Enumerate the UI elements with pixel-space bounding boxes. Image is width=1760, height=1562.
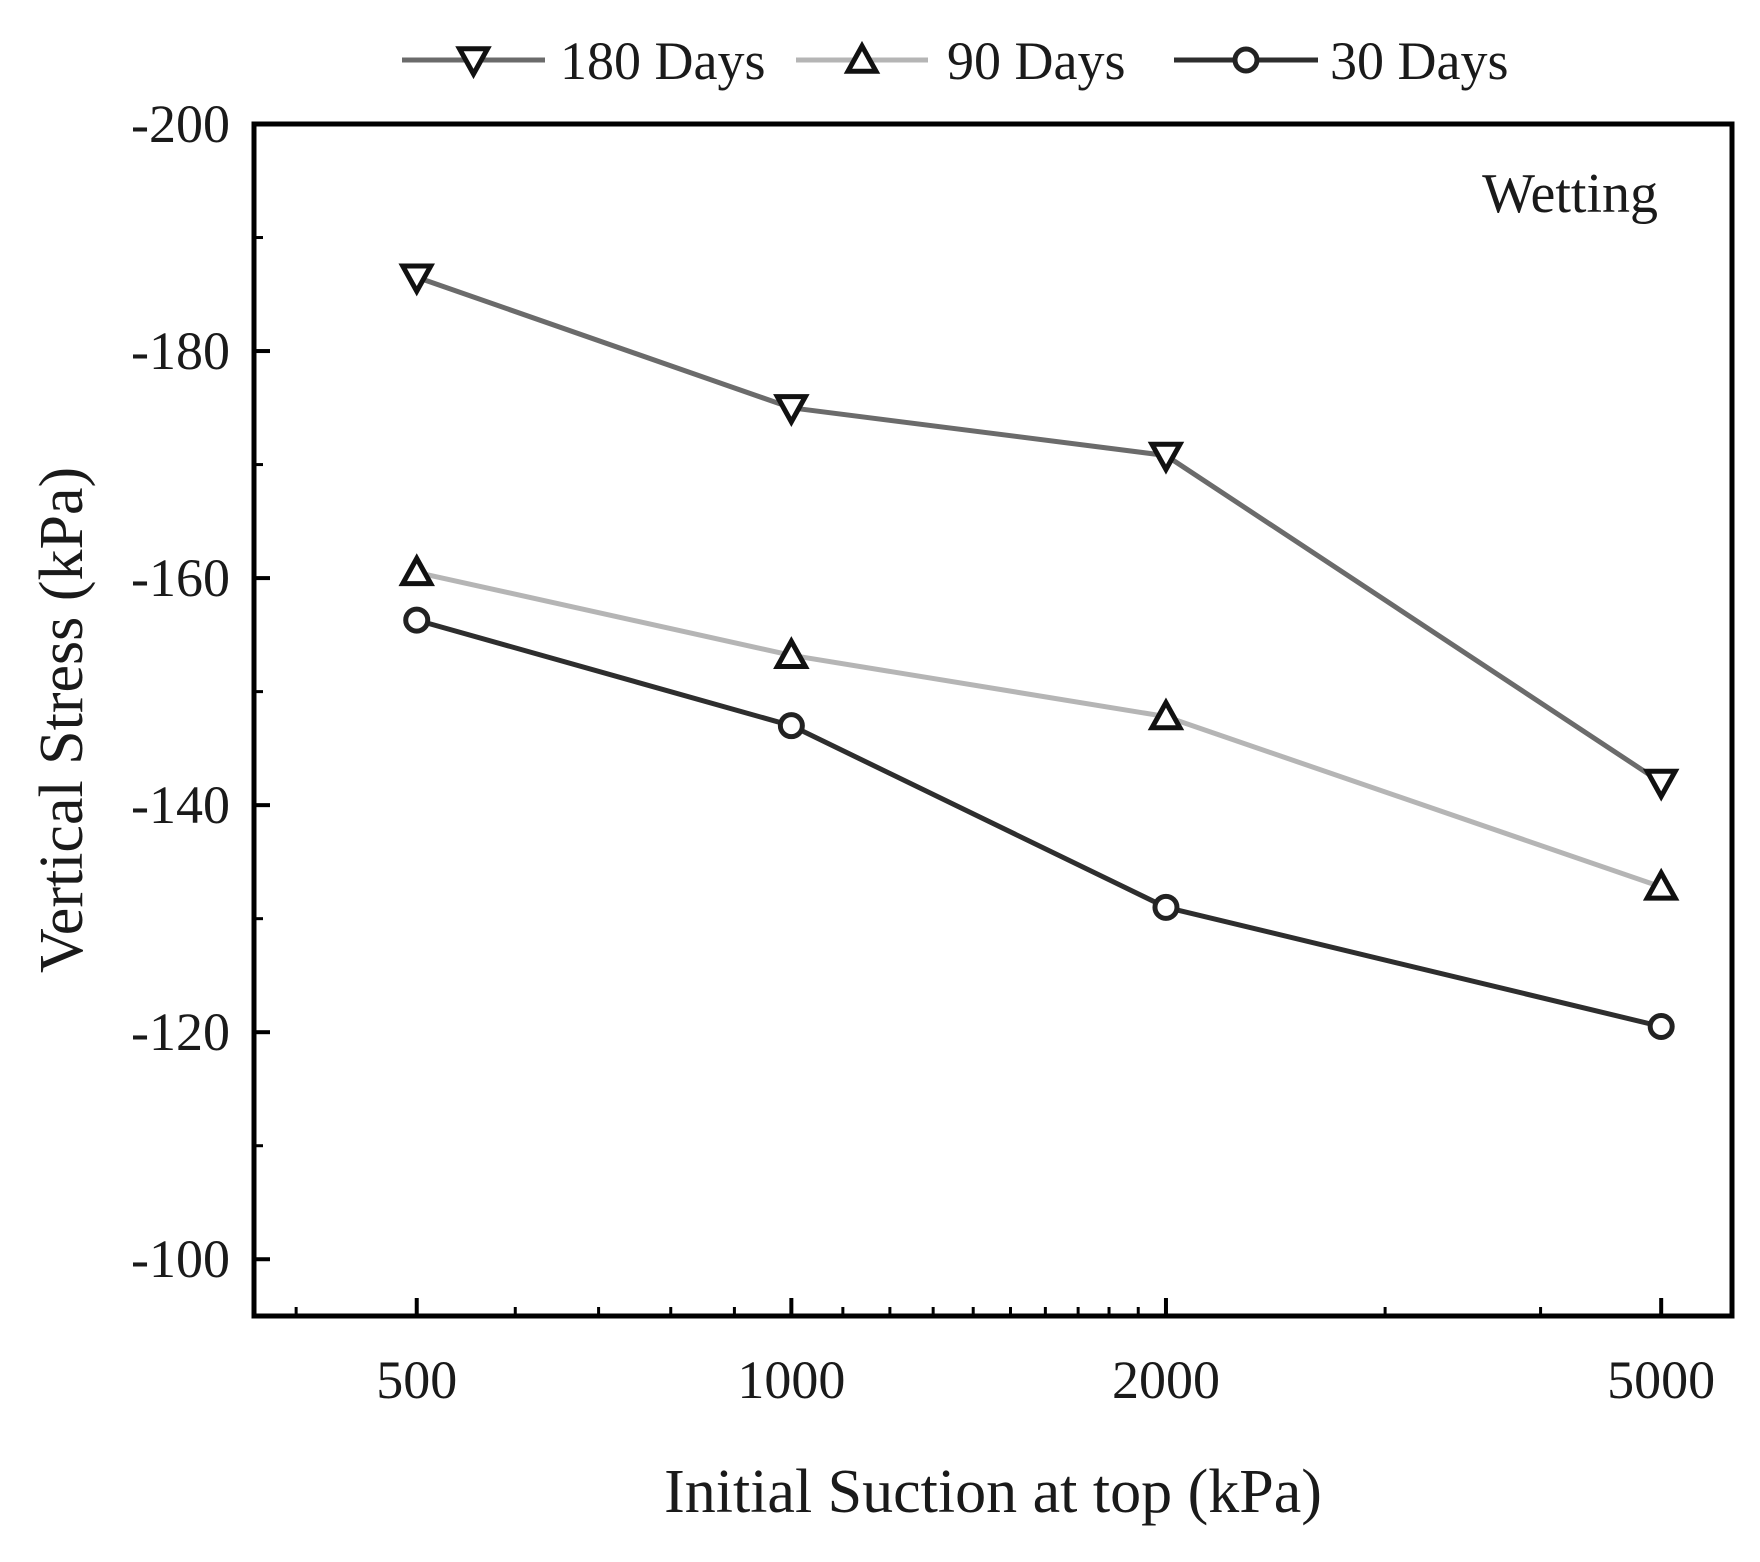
major-ticks [254, 122, 1664, 1316]
legend-item-90-days: 90 Days [796, 31, 1125, 91]
data-point [403, 606, 431, 634]
series-line [416, 617, 1662, 1029]
y-tick-label: -100 [131, 1229, 230, 1289]
y-tick-label: -140 [131, 775, 230, 835]
y-axis-title: Vertical Stress (kPa) [28, 467, 96, 973]
x-tick-label: 500 [376, 1350, 457, 1410]
legend-label: 90 Days [947, 31, 1125, 91]
y-tick-label: -180 [131, 321, 230, 381]
legend-item-30-days: 30 Days [1174, 31, 1508, 91]
series-line [415, 274, 1663, 785]
y-tick-label: -120 [131, 1002, 230, 1062]
data-point [398, 553, 435, 587]
series-180-days [398, 263, 1680, 802]
series-90-days [398, 553, 1680, 901]
data-point [1152, 893, 1180, 921]
legend: 180 Days 90 Days 30 Days [402, 31, 1508, 91]
x-tick-label: 1000 [737, 1350, 845, 1410]
x-axis-title: Initial Suction at top (kPa) [664, 1458, 1322, 1526]
annotation-wetting: Wetting [1482, 163, 1658, 225]
data-point [1642, 867, 1680, 901]
legend-label: 180 Days [560, 31, 765, 91]
series-30-days [403, 606, 1675, 1041]
data-point [398, 263, 435, 297]
y-tick-label: -160 [131, 548, 230, 608]
data-point [773, 394, 810, 427]
y-tick-label: -200 [131, 94, 230, 154]
data-point [1147, 441, 1185, 475]
series-layer [398, 263, 1680, 1041]
plot-frame [251, 121, 1735, 1319]
data-point [777, 712, 805, 740]
data-point [1647, 1013, 1675, 1041]
data-point [1642, 768, 1680, 802]
y-axis-tick-labels: -100 -120 -140 -160 -180 -200 [131, 94, 230, 1289]
x-tick-label: 2000 [1112, 1350, 1220, 1410]
x-tick-label: 5000 [1607, 1350, 1715, 1410]
series-line [416, 569, 1662, 890]
data-point [1147, 697, 1185, 731]
legend-item-180-days: 180 Days [402, 31, 765, 91]
x-axis-tick-labels: 500 1000 2000 5000 [376, 1350, 1715, 1410]
legend-marker [455, 46, 492, 80]
legend-marker [1232, 46, 1260, 74]
legend-marker [843, 40, 881, 74]
legend-label: 30 Days [1330, 31, 1508, 91]
data-point [773, 636, 810, 669]
